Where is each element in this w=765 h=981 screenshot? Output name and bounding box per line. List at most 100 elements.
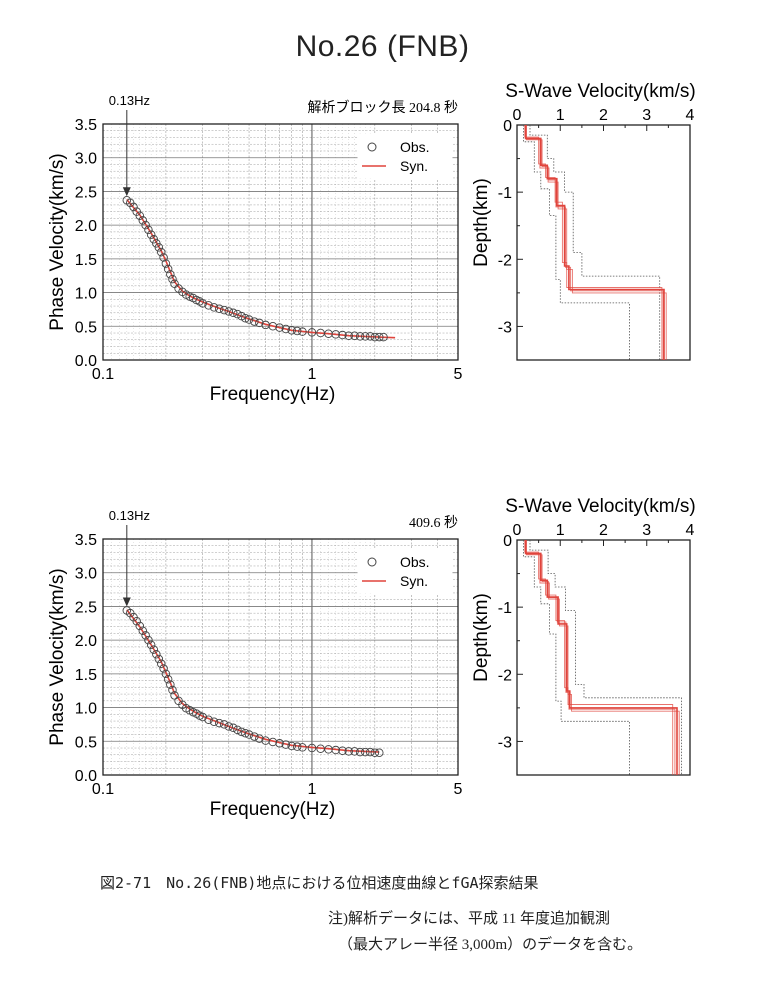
obs-point: [159, 253, 168, 262]
x-tick-label: 5: [454, 781, 463, 798]
y-axis-label: Depth(km): [471, 593, 492, 682]
obs-point: [163, 264, 173, 274]
chart-title: S-Wave Velocity(km/s): [505, 81, 695, 102]
plot-frame: [102, 123, 459, 361]
obs-point: [379, 332, 388, 342]
x-tick-label: 0: [513, 522, 522, 539]
y-tick-label: -1: [498, 600, 512, 617]
legend-syn-label: Syn.: [400, 158, 428, 174]
legend-obs-label: Obs.: [400, 139, 430, 155]
obs-point: [149, 645, 159, 654]
obs-point: [209, 303, 219, 312]
obs-point: [228, 723, 238, 733]
block-length-annotation: 解析ブロック長 204.8 秒: [308, 99, 459, 116]
y-tick-label: 2.5: [75, 599, 97, 616]
obs-point: [338, 746, 347, 755]
obs-point: [344, 331, 353, 340]
obs-point: [250, 732, 259, 741]
y-tick-label: 0.5: [75, 319, 97, 336]
obs-point: [168, 274, 177, 284]
block-length-annotation: 409.6 秒: [409, 515, 458, 531]
x-tick-label: 3: [642, 107, 651, 124]
obs-point: [241, 313, 250, 323]
syn-curve: [126, 609, 380, 753]
x-tick-label: 0.1: [92, 781, 114, 798]
obs-point: [350, 747, 359, 756]
velocity-profile-model: [525, 540, 676, 775]
obs-point: [344, 747, 353, 756]
legend-obs-marker: [367, 142, 377, 152]
y-tick-label: 1.5: [75, 667, 97, 684]
obs-point: [224, 722, 234, 731]
obs-point: [163, 675, 173, 684]
legend-syn-label: Syn.: [400, 573, 428, 589]
x-tick-label: 1: [307, 366, 316, 383]
obs-point: [146, 230, 156, 239]
y-tick-label: 3.0: [75, 566, 97, 583]
obs-point: [292, 326, 302, 336]
arrow-head: [122, 597, 131, 607]
obs-point: [204, 715, 213, 724]
obs-point: [281, 740, 291, 749]
obs-point: [375, 332, 384, 342]
obs-point: [237, 311, 246, 321]
y-axis-label: Depth(km): [471, 178, 492, 267]
obs-point: [255, 318, 264, 328]
obs-point: [214, 718, 224, 728]
obs-point: [365, 747, 375, 757]
velocity-profile-model: [524, 125, 663, 360]
obs-point: [228, 308, 238, 318]
obs-point: [138, 626, 148, 635]
obs-point: [146, 640, 156, 650]
x-tick-label: 3: [642, 522, 651, 539]
y-tick-label: 0: [503, 118, 512, 135]
x-tick-label: 0.1: [92, 366, 114, 383]
obs-point: [361, 332, 370, 341]
obs-point: [198, 299, 207, 308]
obs-point: [170, 691, 179, 700]
note-line-1: 注)解析データには、平成 11 年度追加観測: [328, 911, 610, 927]
obs-point: [370, 748, 380, 757]
obs-point: [307, 743, 317, 753]
obs-point: [144, 635, 153, 645]
phase-velocity-chart-bottom: 0.0 0.5 1.0 1.5 2.0 2.5 3.0 3.5 0.1 1 5 Frequency(H…: [47, 508, 463, 820]
obs-point: [129, 202, 138, 212]
obs-point: [159, 664, 168, 673]
obs-point: [237, 727, 246, 737]
obs-point: [154, 654, 164, 664]
legend-box: [357, 548, 453, 594]
note-line-2: （最大アレー半径 3,000m）のデータを含む。: [338, 937, 643, 953]
x-tick-label: 4: [686, 107, 695, 124]
y-tick-label: 2.0: [75, 218, 97, 235]
y-tick-label: 2.0: [75, 633, 97, 650]
velocity-profile-best: [524, 125, 665, 360]
obs-point: [135, 211, 145, 220]
obs-point: [350, 331, 359, 340]
y-tick-label: -2: [498, 252, 512, 269]
y-tick-label: 1.5: [75, 252, 97, 269]
swave-profile-chart-bottom: 0 1 2 3 4 0 -1 -2 -3 S-Wave Velocity(km/s) Depth(k…: [471, 496, 696, 776]
y-tick-label: -1: [498, 185, 512, 202]
y-tick-label: 1.0: [75, 286, 97, 303]
obs-point: [141, 631, 150, 640]
obs-point: [138, 216, 148, 225]
x-tick-label: 0: [513, 107, 522, 124]
obs-point: [355, 747, 365, 757]
velocity-profile-bound: [529, 540, 682, 775]
x-tick-label: 1: [307, 781, 316, 798]
figure-caption: 図2-71 No.26(FNB)地点における位相速度曲線とfGA探索結果: [100, 874, 539, 892]
plot-frame: [102, 538, 459, 776]
obs-point: [166, 680, 175, 689]
legend-obs-marker: [367, 557, 377, 567]
obs-point: [331, 745, 341, 755]
obs-point: [287, 741, 296, 751]
x-tick-label: 4: [686, 522, 695, 539]
obs-point: [166, 270, 175, 279]
legend-obs-label: Obs.: [400, 554, 430, 570]
obs-point: [233, 309, 242, 319]
y-tick-label: 2.5: [75, 184, 97, 201]
obs-point: [298, 743, 307, 752]
obs-point: [250, 317, 259, 326]
obs-point: [161, 259, 171, 268]
obs-point: [307, 328, 317, 337]
